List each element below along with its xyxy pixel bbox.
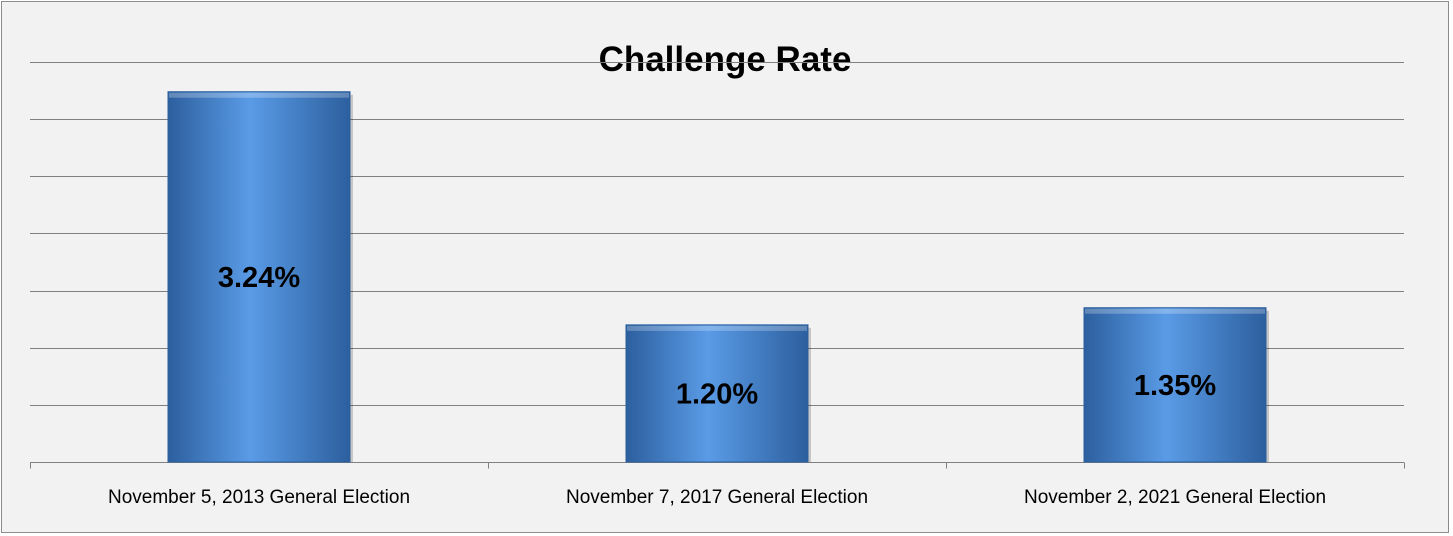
bar-highlight [1085,308,1265,314]
bars [167,91,1269,463]
bar-value-label: 3.24% [218,262,300,294]
bar [167,91,351,463]
bar-value-label: 1.20% [676,378,758,410]
bar-highlight [169,92,349,98]
category-label: November 7, 2017 General Election [566,487,868,508]
category-label: November 2, 2021 General Election [1024,487,1326,508]
bar [1083,307,1267,463]
bar [625,324,809,463]
chart-title: Challenge Rate [598,40,852,79]
category-label: November 5, 2013 General Election [108,487,410,508]
data-labels: 3.24% 1.20% 1.35% [218,262,1216,411]
category-labels: November 5, 2013 General Election Novembe… [108,487,1326,508]
x-axis [30,462,1405,469]
bar-highlight [627,325,807,331]
bar-value-label: 1.35% [1134,370,1216,402]
